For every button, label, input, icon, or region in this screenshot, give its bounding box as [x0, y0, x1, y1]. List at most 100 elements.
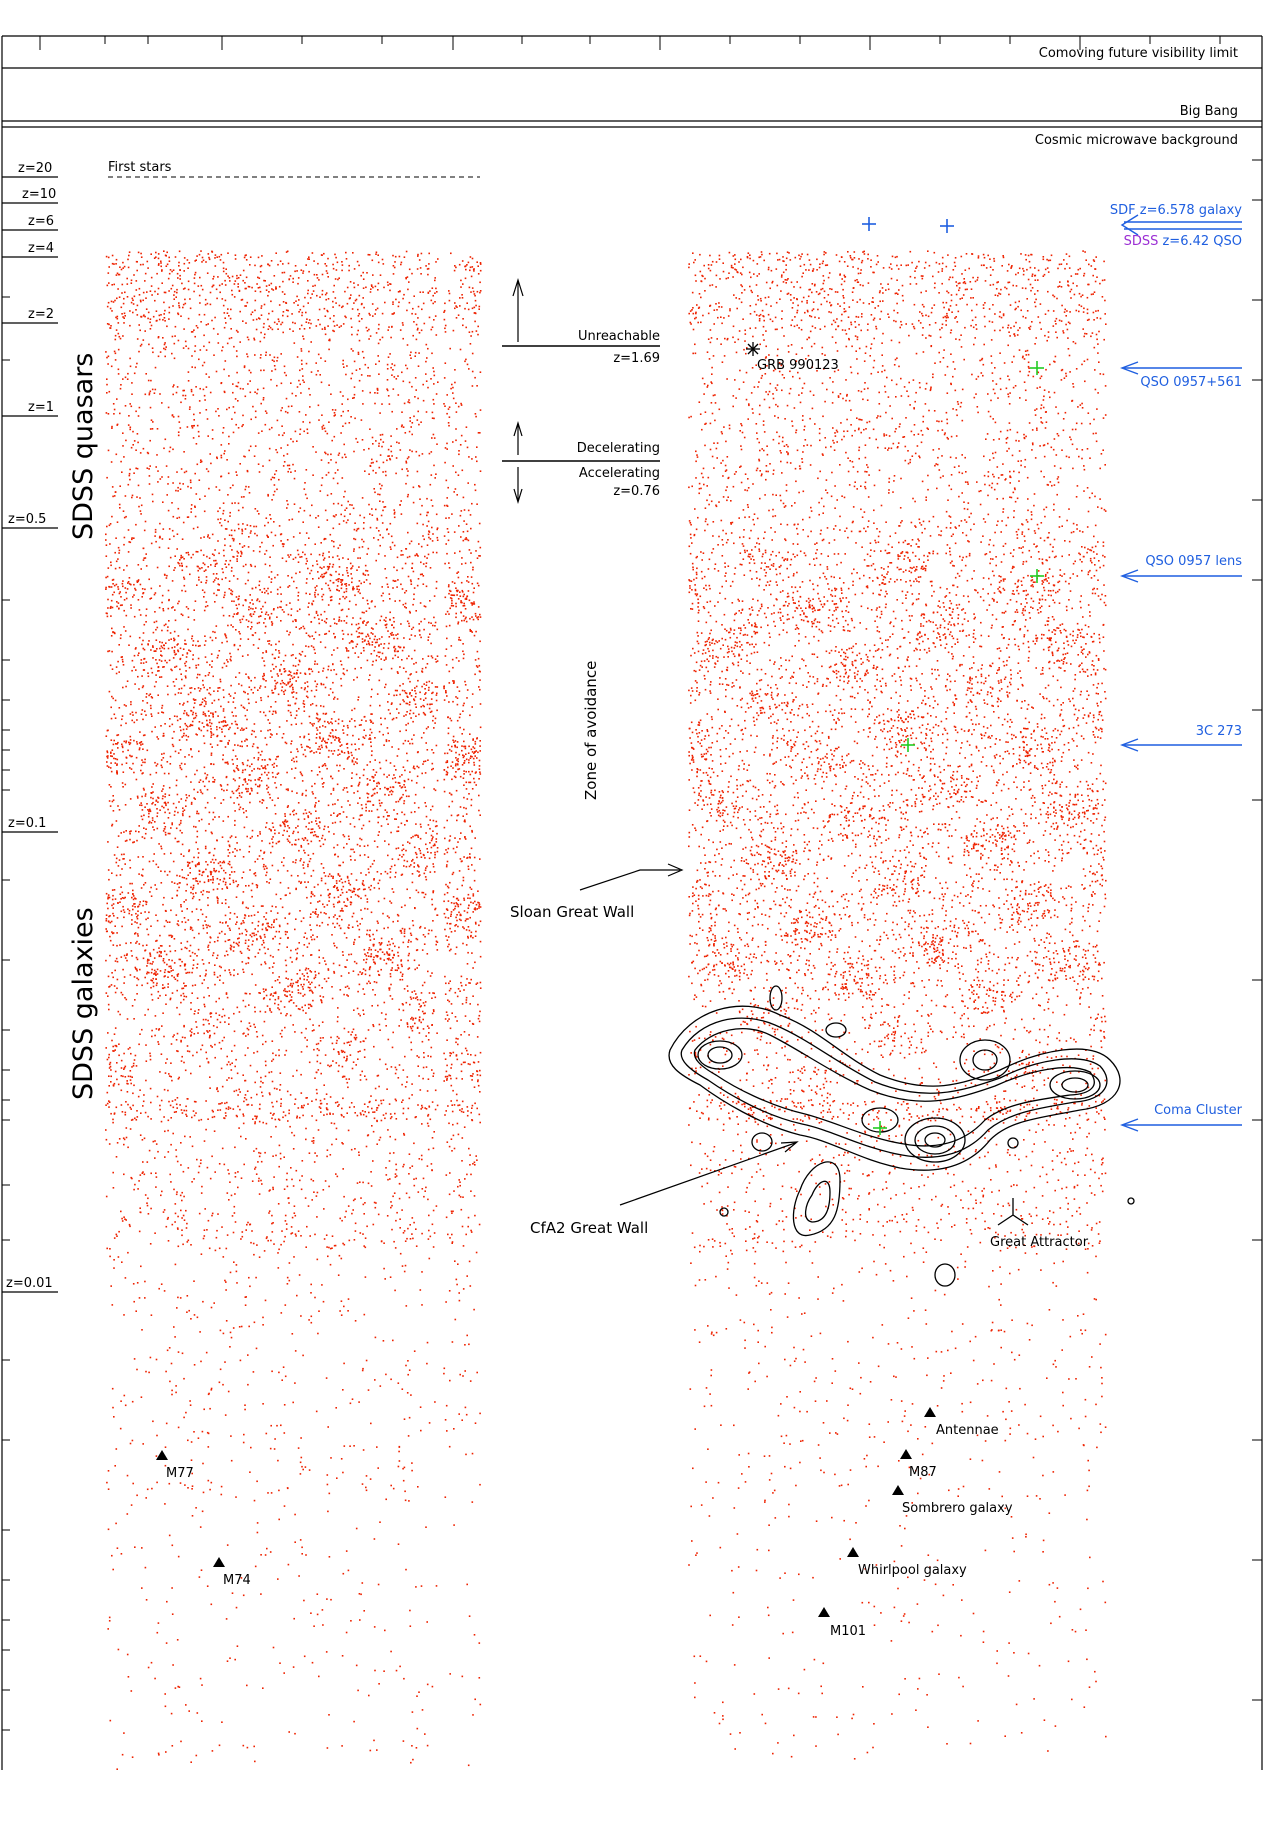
galaxy-point [345, 787, 348, 789]
galaxy-point [211, 858, 214, 861]
galaxy-point [119, 507, 121, 509]
galaxy-point [142, 447, 145, 450]
galaxy-point [276, 773, 279, 775]
galaxy-point [164, 254, 167, 257]
galaxy-point [474, 659, 477, 661]
galaxy-point [255, 525, 258, 528]
galaxy-point [328, 630, 330, 633]
galaxy-point [366, 330, 369, 332]
galaxy-point [477, 1061, 480, 1063]
galaxy-point [407, 288, 409, 291]
galaxy-point [283, 454, 285, 457]
galaxy-point [210, 1016, 212, 1018]
galaxy-point [371, 750, 373, 752]
galaxy-point [457, 1133, 460, 1136]
galaxy-point [222, 549, 225, 552]
galaxy-point [448, 567, 451, 569]
galaxy-point [449, 1673, 451, 1675]
galaxy-point [259, 1103, 261, 1106]
galaxy-point [113, 985, 116, 987]
galaxy-point [367, 1182, 370, 1185]
galaxy-point [216, 728, 218, 731]
galaxy-point [408, 542, 411, 545]
galaxy-point [457, 1185, 459, 1188]
galaxy-point [299, 969, 301, 972]
galaxy-point [224, 360, 227, 362]
galaxy-point [338, 1064, 340, 1067]
galaxy-point [106, 1102, 109, 1105]
galaxy-point [235, 790, 238, 792]
galaxy-point [294, 1350, 297, 1352]
galaxy-point [373, 1111, 376, 1113]
galaxy-point [225, 560, 227, 562]
galaxy-point [199, 1331, 201, 1333]
galaxy-point [302, 1354, 304, 1357]
galaxy-point [110, 1285, 112, 1287]
galaxy-point [113, 591, 115, 594]
galaxy-point [478, 1642, 481, 1644]
galaxy-point [106, 1091, 109, 1094]
galaxy-point [312, 911, 314, 913]
galaxy-point [403, 256, 406, 258]
galaxy-point [183, 965, 186, 967]
galaxy-point [353, 1009, 355, 1011]
galaxy-point [417, 679, 419, 682]
galaxy-point [308, 942, 310, 945]
galaxy-point [444, 1058, 447, 1060]
galaxy-point [182, 814, 184, 817]
galaxy-point [202, 889, 205, 892]
galaxy-point [262, 1043, 264, 1046]
galaxy-point [333, 325, 336, 327]
galaxy-point [362, 1233, 364, 1235]
galaxy-point [225, 268, 227, 270]
galaxy-point [159, 934, 161, 937]
galaxy-point [109, 327, 112, 329]
galaxy-point [262, 1316, 264, 1319]
galaxy-point [262, 387, 265, 390]
galaxy-point [367, 868, 370, 870]
galaxy-point [317, 835, 319, 838]
galaxy-point [269, 556, 271, 558]
galaxy-point [419, 1089, 422, 1091]
galaxy-point [152, 1420, 154, 1423]
galaxy-point [405, 795, 408, 798]
galaxy-point [155, 863, 158, 866]
galaxy-point [396, 830, 398, 833]
galaxy-point [451, 383, 453, 386]
galaxy-point [426, 557, 428, 559]
galaxy-point [107, 607, 109, 609]
galaxy-point [443, 699, 446, 701]
galaxy-point [477, 584, 480, 587]
galaxy-point [420, 273, 422, 275]
galaxy-point [178, 562, 180, 565]
galaxy-point [295, 1005, 298, 1007]
galaxy-point [351, 577, 353, 580]
galaxy-point [258, 855, 261, 857]
galaxy-point [264, 962, 267, 965]
galaxy-point [221, 578, 223, 581]
galaxy-point [147, 452, 150, 455]
galaxy-point [209, 664, 211, 666]
galaxy-point [107, 1470, 110, 1472]
galaxy-point [134, 903, 136, 905]
galaxy-point [418, 964, 420, 966]
galaxy-point [363, 611, 365, 614]
galaxy-point [271, 799, 274, 801]
galaxy-point [406, 711, 408, 713]
galaxy-point [156, 736, 158, 738]
galaxy-point [142, 787, 145, 790]
galaxy-point [296, 973, 299, 975]
galaxy-point [296, 947, 299, 950]
galaxy-point [342, 954, 344, 956]
galaxy-point [473, 752, 475, 755]
galaxy-point [477, 618, 479, 621]
galaxy-point [334, 885, 336, 887]
galaxy-point [231, 1062, 233, 1064]
galaxy-point [376, 871, 379, 873]
galaxy-point [199, 975, 201, 977]
galaxy-point [268, 643, 270, 645]
galaxy-point [184, 946, 186, 949]
galaxy-point [468, 368, 470, 370]
galaxy-point [213, 971, 216, 974]
galaxy-point [394, 1138, 397, 1141]
